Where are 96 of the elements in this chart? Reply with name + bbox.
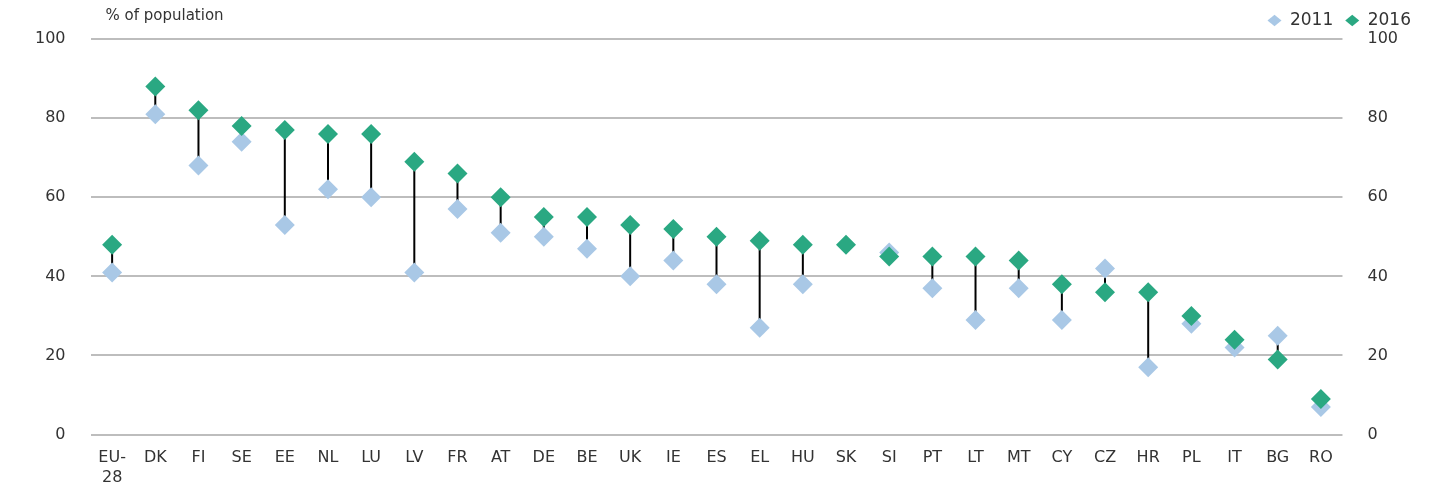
x-tick-label: EU-28 [98,447,126,486]
point [706,226,727,247]
x-tick-label: NL [317,447,339,467]
point [274,119,295,140]
x-tick-label: SE [231,447,252,467]
point [1224,329,1245,350]
point [836,234,857,255]
x-tick-label: LV [405,447,424,467]
y-tick-label: 20 [45,344,66,364]
y2-tick-label: 80 [1367,107,1388,127]
x-tick-label: PT [922,447,943,467]
x-tick-label: SI [881,447,897,467]
point [922,246,943,267]
y-tick-label: 0 [55,423,66,443]
point [663,250,684,271]
point [145,76,166,97]
point [792,234,813,255]
x-tick-label: DE [532,447,556,467]
x-tick-label: MT [1006,447,1031,467]
point [188,155,209,176]
point [1310,389,1331,409]
point [490,187,511,208]
point [749,230,770,251]
x-tick-label: LU [361,447,382,467]
point [188,100,209,121]
point [231,131,252,152]
point [576,207,597,228]
legend-label: 2016 [1367,8,1411,29]
x-tick-label: SK [835,447,857,467]
x-tick-label: CY [1051,447,1073,467]
x-tick-label: LT [967,447,984,467]
point [447,199,468,220]
point [663,218,684,239]
x-tick-label: HU [790,447,815,467]
point [274,214,295,235]
point [1051,309,1072,330]
point [792,274,813,295]
point [317,123,338,144]
x-tick-label: EL [750,447,770,467]
point [1095,282,1116,303]
x-tick-label: PL [1182,447,1201,467]
x-tick-label: HR [1136,447,1160,467]
legend-label: 2011 [1289,8,1334,29]
point [231,116,252,137]
point [965,309,986,330]
point [102,262,123,283]
point [361,187,382,208]
point [1008,250,1029,271]
point [1267,325,1288,346]
point [1138,282,1159,303]
x-tick-label: BE [576,447,598,467]
y-tick-label: 60 [45,186,66,206]
x-tick-label: BG [1266,447,1290,467]
x-tick-label: RO [1309,447,1333,467]
point [1138,357,1159,378]
x-tick-label: FI [191,447,206,467]
point [404,151,425,172]
point [1181,305,1202,326]
point [317,179,338,200]
point [1095,258,1116,279]
point [922,278,943,299]
y-tick-label: 100 [34,28,66,48]
point [576,238,597,259]
y-axis-title: % of population [105,5,224,24]
point [749,317,770,338]
x-tick-label: UK [619,447,642,467]
point [620,266,641,287]
x-tick-label: AT [490,447,511,467]
point [404,262,425,283]
y-tick-label: 40 [45,265,66,285]
point [102,234,123,255]
x-tick-label: EE [274,447,295,467]
point [1267,349,1288,370]
y2-tick-label: 40 [1367,265,1388,285]
point [145,104,166,125]
x-tick-label: FR [447,447,468,467]
point [620,214,641,235]
y2-tick-label: 60 [1367,186,1388,206]
point [1051,274,1072,295]
y2-tick-label: 20 [1367,344,1388,364]
y2-tick-label: 0 [1367,423,1378,443]
point [706,274,727,295]
point [361,123,382,144]
x-tick-label: CZ [1093,447,1117,467]
point [1008,278,1029,299]
point [533,207,554,228]
point [965,246,986,267]
x-tick-label: IT [1227,447,1243,467]
x-tick-label: DK [143,447,168,467]
y-tick-label: 80 [45,107,66,127]
point [490,222,511,243]
point [533,226,554,247]
point [447,163,468,184]
y2-tick-label: 100 [1367,28,1399,48]
x-tick-label: ES [706,447,727,467]
x-tick-label: IE [665,447,681,467]
